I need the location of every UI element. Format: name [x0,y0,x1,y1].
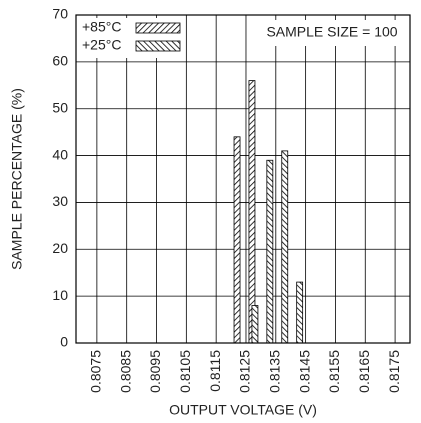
bar [296,281,304,344]
grid [76,14,410,344]
bar [266,159,274,344]
y-tick-label: 50 [52,99,68,115]
annotation-box [258,20,406,46]
annotation: SAMPLE SIZE = 100 [266,24,397,40]
x-tick-label: 0.8075 [88,350,104,393]
y-tick-label: 10 [52,287,68,303]
legend-label: +85°C [82,19,121,35]
x-tick-label: 0.8105 [177,350,193,393]
bar [248,80,256,344]
x-tick-label: 0.8085 [117,350,133,393]
x-tick-label: 0.8095 [147,350,163,393]
bar [251,305,259,344]
x-tick-label: 0.8125 [237,350,253,393]
legend-swatch [135,40,181,52]
x-tick-label: 0.8135 [267,350,283,393]
y-tick-label: 40 [52,146,68,162]
y-tick-label: 60 [52,53,68,69]
plot-frame [75,14,411,344]
y-tick-label: 0 [60,334,68,350]
x-tick-label: 0.8165 [356,350,372,393]
legend-label: +25°C [82,37,121,53]
x-tick-label: 0.8115 [207,350,223,392]
y-tick-label: 20 [52,240,68,256]
y-tick-label: 70 [52,6,68,22]
x-axis-title: OUTPUT VOLTAGE (V) [169,402,317,418]
legend-swatch [135,22,181,34]
bar [233,136,241,344]
bar [281,150,289,344]
y-axis-title: SAMPLE PERCENTAGE (%) [9,88,25,270]
x-tick-label: 0.8145 [296,350,312,393]
y-tick-label: 30 [52,193,68,209]
x-tick-label: 0.8155 [326,350,342,393]
x-tick-label: 0.8175 [386,350,402,393]
bars [233,80,304,344]
